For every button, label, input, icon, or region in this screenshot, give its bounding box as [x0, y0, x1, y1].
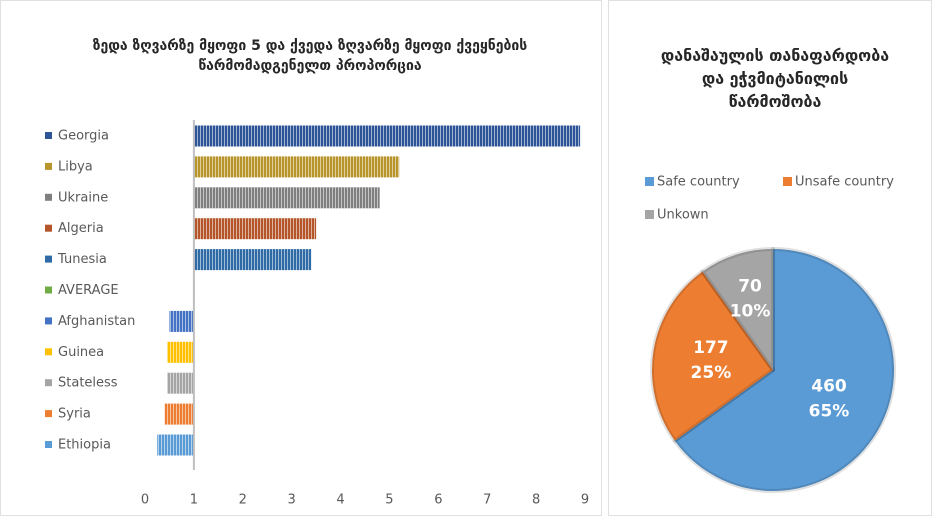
bar: [193, 125, 581, 147]
legend-swatch: [45, 348, 52, 356]
category-label: Guinea: [58, 345, 104, 360]
x-tick-label: 0: [141, 493, 149, 508]
x-tick-label: 6: [434, 493, 442, 508]
data-label: 177: [693, 338, 729, 358]
bar-title: ზედა ზღვარზე მყოფი 5 და ქვედა ზღვარზე მყ…: [92, 38, 528, 74]
legend-label: Safe country: [657, 175, 740, 190]
bar: [167, 341, 194, 363]
pie-title: დანაშაულის თანაფარდობა და ეჭვმიტანილის წ…: [660, 46, 890, 111]
category-label: Algeria: [58, 221, 104, 236]
bar: [193, 156, 400, 178]
legend-swatch: [645, 177, 654, 186]
bar: [193, 187, 380, 209]
category-label: Ethiopia: [58, 438, 111, 453]
data-label: 10%: [730, 302, 771, 322]
legend-swatch: [45, 255, 52, 263]
data-label: 70: [738, 277, 762, 297]
legend-swatch: [45, 286, 52, 294]
category-label: Afghanistan: [58, 314, 135, 329]
x-tick-label: 9: [581, 493, 589, 508]
pie-slice: [672, 247, 896, 493]
bar: [167, 372, 194, 394]
x-tick-label: 7: [483, 493, 491, 508]
legend-swatch: [45, 410, 52, 418]
x-tick-label: 5: [385, 493, 393, 508]
legend-swatch: [45, 162, 52, 170]
x-tick-label: 2: [239, 493, 247, 508]
legend-swatch: [645, 210, 654, 219]
data-label: 25%: [691, 363, 732, 383]
x-tick-label: 1: [190, 493, 198, 508]
bar: [193, 218, 317, 240]
bar: [169, 310, 194, 332]
category-label: Stateless: [58, 376, 118, 391]
pie-slice: [700, 247, 775, 372]
pie-slice: [650, 269, 775, 443]
legend-swatch: [45, 193, 52, 201]
category-label: Georgia: [58, 129, 109, 144]
legend-swatch: [783, 177, 792, 186]
bar: [157, 434, 194, 456]
legend-swatch: [45, 379, 52, 387]
legend-swatch: [45, 441, 52, 448]
data-label: 65%: [809, 402, 850, 422]
category-label: Libya: [58, 159, 93, 174]
legend-label: Unkown: [657, 208, 709, 223]
bar: [193, 249, 312, 271]
legend-swatch: [45, 132, 52, 139]
x-tick-label: 8: [532, 493, 540, 508]
legend-swatch: [45, 224, 52, 232]
legend-label: Unsafe country: [795, 175, 894, 190]
category-label: Syria: [58, 407, 91, 422]
data-label: 460: [811, 377, 847, 397]
category-label: Ukraine: [58, 190, 108, 205]
category-label: Tunesia: [57, 252, 107, 267]
x-tick-label: 3: [288, 493, 296, 508]
category-label: AVERAGE: [58, 283, 119, 298]
legend-swatch: [45, 317, 52, 325]
bar: [164, 403, 194, 425]
x-tick-label: 4: [336, 493, 344, 508]
